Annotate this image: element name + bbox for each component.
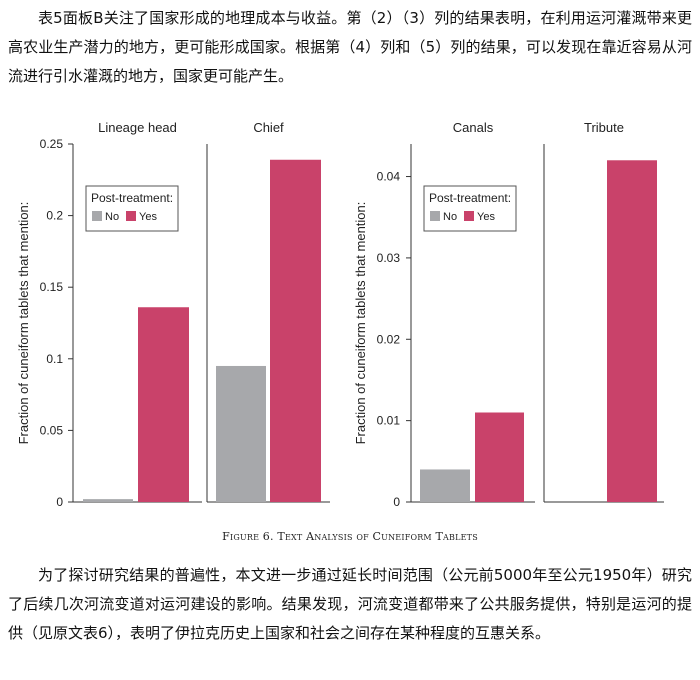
chart2-ytick-label: 0.01: [377, 414, 401, 428]
chart1-legend-swatch-no: [92, 211, 102, 221]
chart2-panel-title: Canals: [453, 120, 494, 135]
chart1-y-axis-label: Fraction of cuneiform tablets that menti…: [16, 202, 31, 445]
chart2-bar-canals-no: [420, 469, 470, 502]
chart2-ytick-label: 0.03: [377, 251, 401, 265]
chart1-legend-box: [85, 185, 179, 232]
chart2-bar-canals-yes: [475, 412, 524, 502]
chart2-legend-swatch-no: [430, 211, 440, 221]
chart2-y-axis-label: Fraction of cuneiform tablets that menti…: [353, 202, 368, 445]
chart2-ytick-label: 0: [393, 495, 400, 509]
paragraph-bottom: 为了探讨研究结果的普遍性，本文进一步通过延长时间范围（公元前5000年至公元19…: [8, 566, 692, 642]
chart1-legend-label-no: No: [105, 211, 119, 223]
chart2-panel-title: Tribute: [584, 120, 624, 135]
chart2-legend-title: Post-treatment:: [429, 191, 511, 205]
figure-6: 0 0.05 0.1 0.15 0.2 0.25 Fraction of cuneiform…: [16, 120, 664, 509]
chart2-legend-label-yes: Yes: [477, 211, 495, 223]
chart1-ytick-label: 0.15: [40, 280, 64, 294]
chart2-legend-box: [423, 185, 517, 232]
chart1-legend-label-yes: Yes: [139, 211, 157, 223]
chart1-ytick-label: 0.2: [46, 209, 63, 223]
chart1-ytick-label: 0.25: [40, 137, 64, 151]
chart1-bar-chief-no: [216, 365, 266, 502]
chart2-bar-tribute-yes: [607, 160, 657, 502]
chart1-bar-lineage-head-no: [83, 499, 133, 502]
chart1-bar-chief-yes: [270, 159, 321, 502]
chart1-ytick-label: 0: [56, 495, 63, 509]
chart1-bar-lineage-head-yes: [138, 307, 189, 502]
chart1-legend-swatch-yes: [126, 211, 136, 221]
chart2-ytick-label: 0.02: [377, 332, 401, 346]
chart1-ytick-label: 0.1: [46, 352, 63, 366]
chart2-legend-swatch-yes: [464, 211, 474, 221]
figure-caption: Figure 6. Text Analysis of Cuneiform Tab…: [222, 530, 478, 543]
chart1-panel-title: Lineage head: [98, 120, 177, 135]
chart2-legend-label-no: No: [443, 211, 457, 223]
chart2-ytick-label: 0.04: [377, 170, 401, 184]
chart1-panel-title: Chief: [253, 120, 284, 135]
paragraph-top: 表5面板B关注了国家形成的地理成本与收益。第（2）（3）列的结果表明，在利用运河…: [8, 9, 692, 85]
chart1-ytick-label: 0.05: [40, 423, 64, 437]
chart1-legend-title: Post-treatment:: [91, 191, 173, 205]
